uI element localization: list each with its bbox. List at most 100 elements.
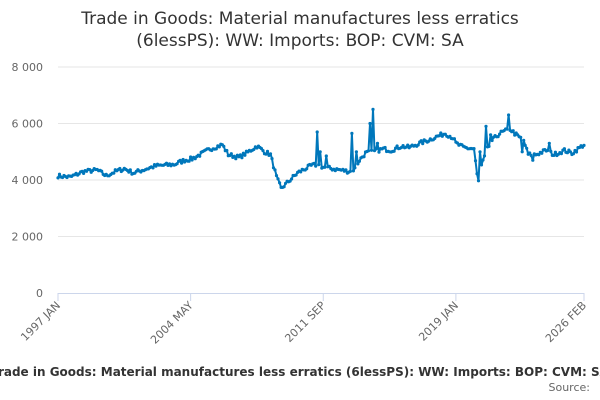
- data-point: [356, 162, 360, 166]
- data-point: [553, 150, 558, 154]
- data-point: [229, 152, 233, 156]
- data-point: [190, 158, 194, 162]
- data-point: [315, 130, 319, 134]
- legend-entry[interactable]: Trade in Goods: Material manufactures le…: [0, 365, 600, 379]
- y-tick-label: 6 000: [12, 118, 44, 131]
- data-point: [198, 154, 202, 158]
- x-tick-label: 2026 FEB: [543, 299, 589, 345]
- data-point: [270, 157, 274, 161]
- data-point: [323, 165, 327, 169]
- data-point: [416, 143, 420, 147]
- data-point: [366, 149, 371, 153]
- data-point: [505, 127, 509, 131]
- data-point: [478, 150, 482, 154]
- grid-lines: [58, 66, 584, 237]
- series-line: [57, 108, 585, 189]
- data-point: [565, 151, 570, 155]
- data-point: [552, 153, 556, 157]
- data-point: [178, 158, 182, 162]
- data-point: [273, 168, 277, 172]
- data-point: [574, 150, 579, 154]
- data-point: [392, 149, 396, 153]
- data-point: [217, 145, 221, 149]
- x-tick-label: 2004 MAY: [148, 299, 196, 347]
- source-credit: Source:: [548, 381, 591, 394]
- data-point: [181, 157, 185, 162]
- data-point: [56, 176, 60, 180]
- data-point: [482, 154, 487, 158]
- data-point: [529, 153, 533, 158]
- data-point: [476, 179, 481, 183]
- data-point: [351, 169, 355, 173]
- y-tick-label: 0: [36, 287, 43, 300]
- data-point: [88, 168, 92, 172]
- data-point: [487, 144, 491, 148]
- data-point: [375, 141, 380, 145]
- data-point: [546, 148, 550, 152]
- data-point: [479, 163, 484, 167]
- data-point: [559, 152, 564, 156]
- data-point: [371, 107, 375, 111]
- data-point: [127, 170, 131, 174]
- data-point: [268, 152, 273, 156]
- data-point: [374, 147, 378, 151]
- data-point: [520, 150, 524, 154]
- data-point: [473, 159, 478, 163]
- data-point: [290, 177, 294, 181]
- data-point: [528, 151, 532, 155]
- data-point: [350, 131, 354, 135]
- data-point: [294, 173, 298, 177]
- data-point: [305, 167, 309, 171]
- x-axis: [57, 293, 585, 301]
- data-point: [421, 142, 425, 146]
- data-point: [348, 169, 352, 173]
- data-point: [314, 164, 318, 168]
- data-point: [180, 161, 184, 165]
- data-point: [264, 152, 268, 156]
- data-point: [522, 138, 526, 142]
- legend[interactable]: Trade in Goods: Material manufactures le…: [0, 363, 600, 381]
- data-point: [240, 156, 244, 160]
- data-point: [427, 139, 431, 143]
- data-point: [406, 143, 410, 147]
- data-point: [475, 172, 479, 176]
- data-point: [547, 141, 551, 145]
- data-point: [484, 124, 488, 128]
- series-points: [56, 107, 586, 189]
- data-point: [395, 144, 399, 148]
- data-point: [571, 152, 576, 156]
- data-point: [189, 155, 193, 159]
- data-point: [549, 149, 553, 153]
- y-axis-labels: 0 2 000 4 000 6 000 8 000: [12, 61, 44, 300]
- data-point: [481, 158, 485, 162]
- y-tick-label: 8 000: [12, 61, 44, 74]
- x-tick-label: 2019 JAN: [416, 299, 461, 344]
- data-point: [276, 177, 280, 181]
- data-point: [151, 166, 155, 170]
- data-point: [496, 135, 500, 139]
- data-point: [582, 143, 586, 147]
- data-point: [383, 145, 387, 150]
- data-point: [222, 144, 226, 148]
- data-point: [507, 113, 511, 117]
- data-point: [57, 172, 62, 176]
- data-point: [317, 163, 321, 167]
- data-point: [369, 148, 374, 152]
- data-point: [274, 174, 279, 178]
- y-tick-label: 2 000: [12, 231, 44, 244]
- data-point: [312, 161, 316, 165]
- data-point: [540, 151, 544, 155]
- x-tick-label: 2011 SEP: [282, 299, 328, 345]
- data-point: [243, 153, 247, 157]
- data-point: [82, 171, 86, 175]
- data-point: [362, 155, 366, 159]
- data-point: [419, 139, 423, 143]
- data-point: [282, 185, 286, 189]
- data-point: [278, 181, 282, 185]
- data-point: [299, 170, 303, 174]
- chart-title: Trade in Goods: Material manufactures le…: [81, 9, 519, 51]
- data-point: [568, 150, 573, 154]
- data-point: [498, 132, 502, 136]
- data-point: [437, 134, 441, 138]
